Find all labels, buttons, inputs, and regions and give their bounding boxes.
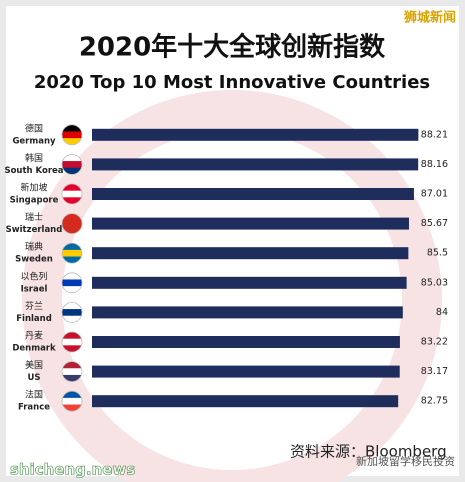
flag-outline [61,242,83,264]
category-label-zh: 以色列 [20,270,47,282]
category-label-zh: 芬兰 [25,300,43,312]
background-ring [22,90,442,482]
value-label: 88.21 [421,129,448,140]
bar [92,395,399,408]
flag-stripe [62,309,82,317]
flag-stripe [62,154,82,162]
flag-stripe [62,161,82,169]
flag-stripe [62,374,82,382]
watermark: 狮城新闻 [403,10,456,26]
value-label: 87.01 [421,189,448,200]
flag-stripe [62,286,82,293]
flag-stripe [62,279,82,287]
value-label: 84 [436,307,448,318]
flag-outline [61,301,83,323]
flag-outline [61,361,83,383]
category-label-zh: 新加坡 [20,182,47,194]
value-label: 83.22 [421,337,448,348]
flag-outline [61,124,83,146]
category-label: France [18,403,50,413]
flag-stripe [62,138,82,145]
value-label: 85.5 [427,248,448,259]
chart-subtitle: 2020 Top 10 Most Innovative Countries [34,72,430,93]
category-label-zh: 瑞典 [25,241,43,253]
flag-stripe [62,167,82,175]
flag-stripe [62,302,82,310]
flag-stripe [62,332,82,340]
flag-outline [61,153,83,175]
flag-stripe [62,213,82,221]
flag-stripe [62,249,82,258]
category-label: Sweden [15,255,53,265]
category-label-zh: 德国 [25,122,43,134]
category-label: Germany [12,136,56,146]
flag-stripe [62,345,82,352]
category-label: Denmark [12,344,56,354]
bar [92,336,400,348]
flag-stripe [62,272,82,280]
category-label-zh: 法国 [25,389,43,401]
bar [92,188,414,200]
source: 资料来源：Bloomberg [290,443,447,461]
value-label: 85.67 [421,218,448,229]
category-label: Singapore [10,196,59,206]
flag-stripe [62,368,82,376]
category-label: South Korea [4,166,63,176]
category-label-zh: 丹麦 [25,330,43,342]
flag-stripe [62,404,82,412]
flag-stripe [62,256,82,264]
category-label-zh: 美国 [25,359,43,371]
account-watermark: 新加坡留学移民投资 [356,454,455,468]
flag-stripe [62,315,82,323]
flag-stripe [62,226,82,234]
flag-stripe [62,131,82,139]
category-label: Israel [21,284,48,294]
flag-outline [61,272,83,294]
bar [92,306,403,319]
category-label-zh: 瑞士 [25,211,43,223]
value-label: 88.16 [421,159,448,170]
site-watermark: shicheng.news [10,461,135,479]
flag-outline [61,390,83,412]
flag-stripe [62,361,82,369]
value-label: 85.03 [421,277,448,288]
flag-stripe [62,220,82,228]
bar [92,247,409,260]
flag-stripe [62,197,82,204]
flag-stripe [62,397,82,406]
category-label: US [27,373,40,383]
flag-stripe [62,124,82,132]
bar [92,128,419,141]
bar [92,276,407,289]
flag-stripe [62,391,82,399]
bar [92,158,419,171]
bar [92,217,409,230]
flag-outline [61,183,83,205]
chart-title: 2020年十大全球创新指数 [79,32,386,63]
flag-stripe [62,243,82,251]
category-label-zh: 韩国 [25,152,43,164]
flag-stripe [62,338,82,346]
value-label: 82.75 [421,396,448,407]
flag-outline [61,213,83,235]
flag-outline [61,331,83,353]
bar [92,365,400,378]
flag-stripe [62,184,82,192]
category-label: Switzerland [6,225,63,235]
category-label: Finland [16,314,52,324]
value-label: 83.17 [421,366,448,377]
flag-stripe [62,190,82,198]
